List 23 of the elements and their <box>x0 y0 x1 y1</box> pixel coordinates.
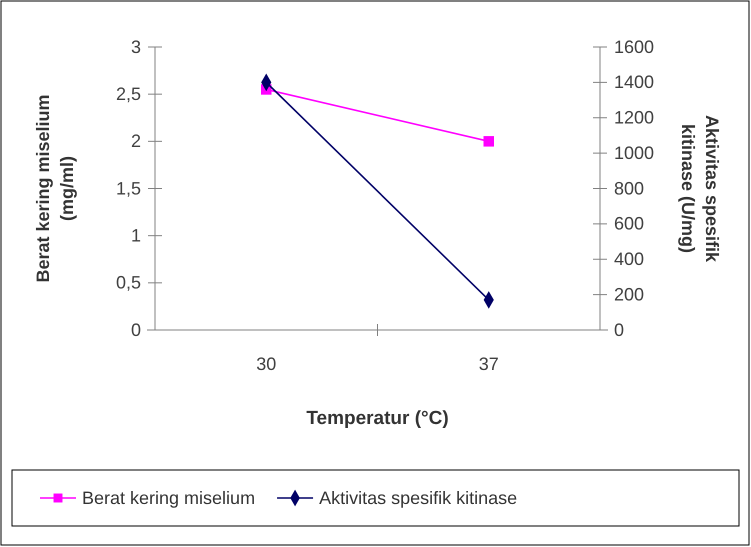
y2-tick-label: 1600 <box>614 36 654 57</box>
y2-axis-title: Aktivitas spesifik kitinase (U/mg) <box>678 114 722 264</box>
y-tick-label: 2,5 <box>116 84 141 104</box>
y-axis-title: Berat kering miselium (mg/ml) <box>33 94 77 283</box>
y-tick-label: 2 <box>130 131 141 152</box>
y-tick-label: 3 <box>130 36 141 57</box>
y-tick-label: 1,5 <box>116 178 141 198</box>
y-tick-label: 0,5 <box>116 272 141 293</box>
x-tick-label: 37 <box>478 354 499 374</box>
y2-tick-label: 1000 <box>614 142 654 163</box>
y-tick-label: 1 <box>130 225 141 246</box>
y2-tick-label: 800 <box>614 178 644 198</box>
y2-tick-label: 1200 <box>614 108 654 128</box>
y2-tick-label: 400 <box>614 249 644 270</box>
y2-tick-label: 600 <box>614 214 644 234</box>
y2-tick-label: 200 <box>614 284 644 304</box>
y2-tick-label: 0 <box>614 320 624 340</box>
x-tick-label: 30 <box>256 354 276 374</box>
legend-label: Aktivitas spesifik kitinase <box>319 488 518 508</box>
x-axis-title: Temperatur (°C) <box>306 408 449 429</box>
y2-tick-label: 1400 <box>614 72 654 92</box>
legend-label: Berat kering miselium <box>82 488 256 508</box>
y-tick-label: 0 <box>130 320 141 340</box>
